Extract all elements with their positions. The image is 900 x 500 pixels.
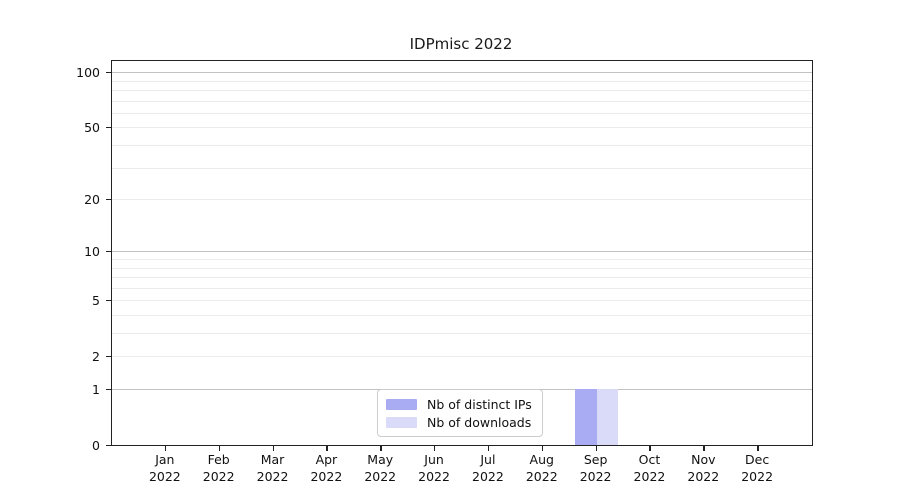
x-tick-label: Jun 2022 [418,452,450,484]
gridline-minor [112,145,812,146]
gridline-minor [112,277,812,279]
chart-title: IDPmisc 2022 [409,35,513,53]
legend-item-downloads: Nb of downloads [386,415,534,430]
x-tick-label: Mar 2022 [256,452,289,484]
y-tick-label: 1 [92,381,100,397]
legend: Nb of distinct IPs Nb of downloads [377,389,543,437]
y-tick-label: 50 [84,119,100,135]
gridline-minor [112,167,812,169]
x-tick-label: Sep 2022 [579,452,612,484]
gridline-minor [112,90,812,91]
gridline-minor [112,80,812,82]
gridline-minor [112,356,812,358]
y-tick-mark [106,388,111,390]
x-tick-mark [487,445,490,451]
x-tick-mark [757,445,759,451]
y-tick-label: 2 [92,348,100,364]
gridline-minor [112,314,812,316]
y-tick-label: 20 [84,191,100,207]
y-tick-mark [106,126,111,129]
x-tick-mark [595,445,597,451]
x-tick-label: Dec 2022 [741,452,774,484]
y-tick-label: 5 [92,292,100,308]
plot-area [111,60,813,446]
legend-swatch-downloads [386,416,417,428]
gridline-minor [112,127,812,129]
y-tick-mark [106,250,111,253]
y-tick-label: 100 [76,64,100,80]
x-tick-label: May 2022 [364,452,397,484]
x-tick-label: Jul 2022 [472,452,504,484]
gridline-minor [112,333,812,334]
x-tick-mark [541,445,544,451]
gridline-major [112,251,812,253]
y-tick-label: 0 [92,437,100,453]
x-tick-label: Feb 2022 [202,452,235,484]
y-tick-mark [106,355,111,358]
x-tick-mark [164,445,167,451]
bar-distinct-ips [575,389,597,445]
gridline-minor [112,199,812,201]
x-tick-mark [218,445,221,451]
x-tick-mark [380,445,382,451]
gridline-minor [112,267,812,269]
y-tick-mark [106,299,111,302]
legend-label-downloads: Nb of downloads [427,414,532,430]
x-tick-label: Nov 2022 [687,452,720,484]
x-tick-mark [703,445,705,451]
gridline-minor [112,300,812,302]
legend-label-distinct-ips: Nb of distinct IPs [427,396,532,412]
x-tick-mark [326,445,328,451]
gridline-major [112,72,812,74]
gridline-minor [112,100,812,102]
x-tick-mark [649,445,651,451]
y-tick-mark [106,71,111,74]
x-tick-mark [434,445,436,451]
gridline-minor [112,287,812,289]
y-tick-mark [106,444,111,446]
y-tick-mark [106,198,111,200]
x-tick-mark [272,445,274,451]
x-tick-label: Oct 2022 [633,452,666,484]
legend-item-distinct-ips: Nb of distinct IPs [386,397,534,412]
bar-downloads [596,389,619,445]
y-tick-label: 10 [84,243,100,259]
gridline-minor [112,258,812,260]
gridline-minor [112,112,812,114]
legend-swatch-distinct-ips [386,398,417,410]
x-tick-label: Apr 2022 [310,452,343,484]
x-tick-label: Aug 2022 [525,452,558,484]
x-tick-label: Jan 2022 [148,452,181,484]
